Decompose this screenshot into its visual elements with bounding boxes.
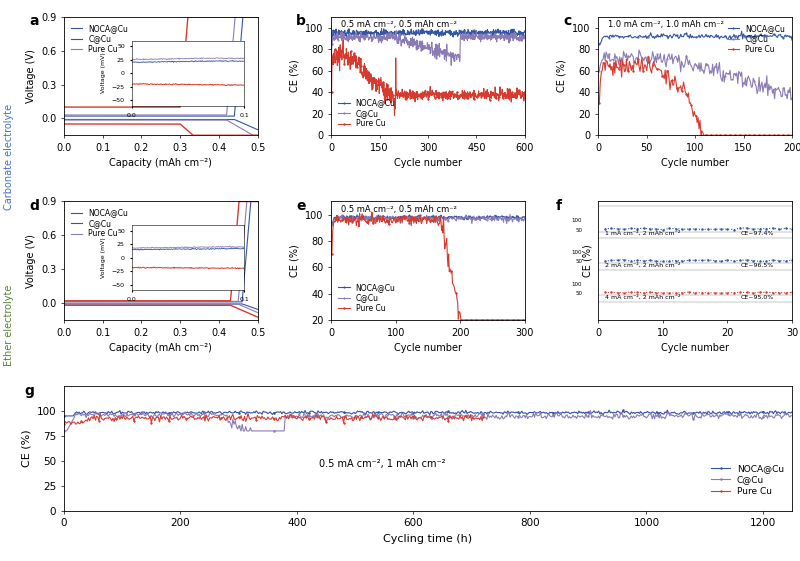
Text: a: a [29, 15, 38, 29]
Legend: NOCA@Cu, C@Cu, Pure Cu: NOCA@Cu, C@Cu, Pure Cu [335, 95, 398, 131]
Text: c: c [563, 15, 572, 29]
Text: 0.5 mA cm⁻², 0.5 mAh cm⁻²: 0.5 mA cm⁻², 0.5 mAh cm⁻² [341, 20, 457, 29]
X-axis label: Cycling time (h): Cycling time (h) [383, 534, 473, 544]
Y-axis label: Voltage (V): Voltage (V) [26, 49, 35, 103]
Text: 2 mA cm⁻², 2 mAh cm⁻²: 2 mA cm⁻², 2 mAh cm⁻² [605, 263, 680, 268]
Text: f: f [556, 199, 562, 213]
Text: Ether electrolyte: Ether electrolyte [4, 284, 14, 366]
Text: g: g [24, 384, 34, 398]
Text: b: b [296, 15, 306, 29]
Text: e: e [296, 199, 306, 213]
X-axis label: Cycle number: Cycle number [394, 158, 462, 168]
Text: CE~95.0%: CE~95.0% [740, 295, 774, 300]
X-axis label: Cycle number: Cycle number [661, 158, 729, 168]
Y-axis label: CE (%): CE (%) [290, 59, 300, 93]
Text: 0.5 mA cm⁻², 1 mAh cm⁻²: 0.5 mA cm⁻², 1 mAh cm⁻² [318, 459, 446, 469]
Text: 4 mA cm⁻², 2 mAh cm⁻²: 4 mA cm⁻², 2 mAh cm⁻² [605, 295, 680, 300]
Text: CE~97.4%: CE~97.4% [740, 231, 774, 236]
Legend: NOCA@Cu, C@Cu, Pure Cu: NOCA@Cu, C@Cu, Pure Cu [68, 21, 131, 57]
X-axis label: Cycle number: Cycle number [394, 343, 462, 353]
Text: 100: 100 [572, 282, 582, 287]
X-axis label: Capacity (mAh cm⁻²): Capacity (mAh cm⁻²) [110, 343, 212, 353]
Text: Carbonate electrolyte: Carbonate electrolyte [4, 104, 14, 210]
X-axis label: Capacity (mAh cm⁻²): Capacity (mAh cm⁻²) [110, 158, 212, 168]
Text: 100: 100 [572, 250, 582, 255]
Y-axis label: Voltage (V): Voltage (V) [26, 234, 35, 288]
Y-axis label: CE (%): CE (%) [290, 245, 300, 277]
Legend: NOCA@Cu, C@Cu, Pure Cu: NOCA@Cu, C@Cu, Pure Cu [68, 205, 131, 241]
X-axis label: Cycle number: Cycle number [661, 343, 729, 353]
Legend: NOCA@Cu, C@Cu, Pure Cu: NOCA@Cu, C@Cu, Pure Cu [725, 21, 788, 57]
Legend: NOCA@Cu, C@Cu, Pure Cu: NOCA@Cu, C@Cu, Pure Cu [708, 460, 787, 500]
Text: 1.0 mA cm⁻², 1.0 mAh cm⁻²: 1.0 mA cm⁻², 1.0 mAh cm⁻² [608, 20, 724, 29]
Text: 100: 100 [572, 218, 582, 223]
Text: 50: 50 [575, 259, 582, 264]
Y-axis label: CE (%): CE (%) [21, 430, 31, 467]
Text: 0.5 mA cm⁻², 0.5 mAh cm⁻²: 0.5 mA cm⁻², 0.5 mAh cm⁻² [341, 205, 457, 214]
Text: 50: 50 [575, 228, 582, 233]
Text: d: d [29, 199, 39, 213]
Legend: NOCA@Cu, C@Cu, Pure Cu: NOCA@Cu, C@Cu, Pure Cu [335, 280, 398, 316]
Text: CE~96.5%: CE~96.5% [740, 263, 774, 268]
Y-axis label: CE (%): CE (%) [583, 245, 593, 277]
Text: 1 mA cm⁻², 2 mAh cm⁻²: 1 mA cm⁻², 2 mAh cm⁻² [605, 231, 680, 236]
Y-axis label: CE (%): CE (%) [557, 59, 567, 93]
Text: 50: 50 [575, 291, 582, 296]
